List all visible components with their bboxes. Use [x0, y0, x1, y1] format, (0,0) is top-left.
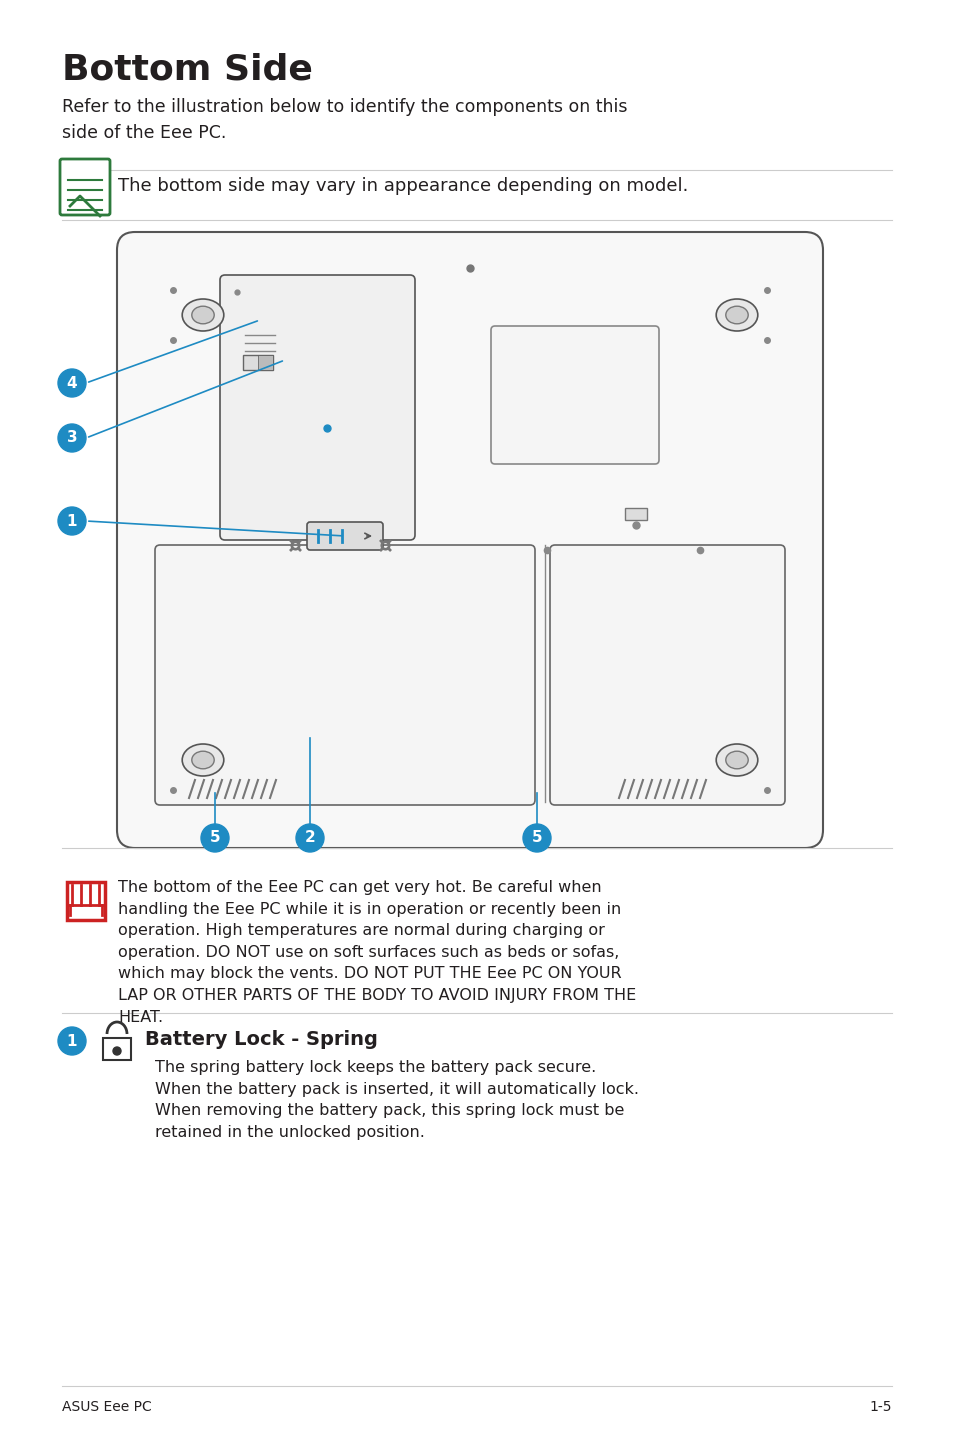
Text: 5: 5	[531, 831, 541, 846]
Circle shape	[522, 824, 551, 851]
Circle shape	[295, 824, 324, 851]
Text: 1: 1	[67, 513, 77, 529]
Text: 1-5: 1-5	[868, 1401, 891, 1414]
Text: 3: 3	[67, 430, 77, 446]
Bar	[243, 355, 273, 370]
FancyBboxPatch shape	[117, 232, 822, 848]
Ellipse shape	[725, 751, 747, 769]
FancyBboxPatch shape	[60, 160, 110, 216]
FancyBboxPatch shape	[550, 545, 784, 805]
Text: 2: 2	[304, 831, 315, 846]
Circle shape	[112, 1047, 121, 1055]
Text: The bottom of the Eee PC can get very hot. Be careful when
handling the Eee PC w: The bottom of the Eee PC can get very ho…	[118, 880, 636, 1025]
Bar	[257, 355, 273, 370]
FancyBboxPatch shape	[154, 545, 535, 805]
Ellipse shape	[716, 299, 757, 331]
Text: 4: 4	[67, 375, 77, 391]
Ellipse shape	[716, 743, 757, 777]
Text: 1: 1	[67, 1034, 77, 1048]
Circle shape	[201, 824, 229, 851]
Circle shape	[58, 1027, 86, 1055]
Text: Refer to the illustration below to identify the components on this
side of the E: Refer to the illustration below to ident…	[62, 98, 627, 142]
Text: The bottom side may vary in appearance depending on model.: The bottom side may vary in appearance d…	[118, 177, 688, 196]
Text: ASUS Eee PC: ASUS Eee PC	[62, 1401, 152, 1414]
Circle shape	[58, 370, 86, 397]
FancyBboxPatch shape	[307, 522, 382, 549]
Ellipse shape	[192, 306, 214, 324]
FancyBboxPatch shape	[491, 326, 659, 464]
FancyBboxPatch shape	[220, 275, 415, 541]
Ellipse shape	[192, 751, 214, 769]
Ellipse shape	[182, 743, 224, 777]
Text: The spring battery lock keeps the battery pack secure.
When the battery pack is : The spring battery lock keeps the batter…	[154, 1060, 639, 1140]
Text: 5: 5	[210, 831, 220, 846]
Bar	[624, 508, 646, 521]
Ellipse shape	[182, 299, 224, 331]
Text: Bottom Side: Bottom Side	[62, 53, 313, 88]
Ellipse shape	[725, 306, 747, 324]
Circle shape	[58, 508, 86, 535]
Circle shape	[58, 424, 86, 452]
Text: Battery Lock - Spring: Battery Lock - Spring	[145, 1030, 377, 1048]
Bar	[103, 1038, 131, 1060]
